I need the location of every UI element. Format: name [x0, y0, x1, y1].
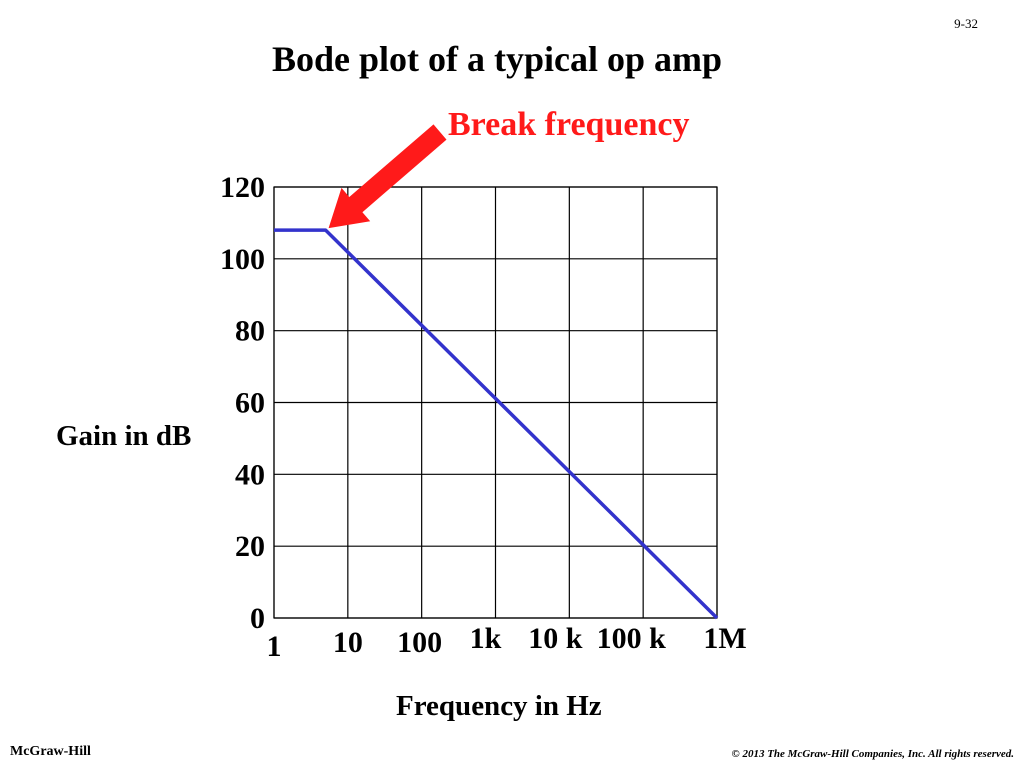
chart-title: Bode plot of a typical op amp — [271, 39, 723, 79]
break-frequency-arrow — [328, 124, 447, 229]
series-layer — [273, 228, 719, 620]
footer-copyright: © 2013 The McGraw-Hill Companies, Inc. A… — [731, 748, 1014, 760]
y-tick-label: 40 — [235, 458, 265, 491]
x-tick-label: 10 — [333, 626, 363, 659]
x-tick-label: 100 k — [597, 622, 667, 655]
slide-number: 9-32 — [954, 16, 978, 31]
y-tick-label: 100 — [220, 243, 265, 276]
y-axis-label: Gain in dB — [56, 420, 192, 452]
y-tick-label: 20 — [235, 530, 265, 563]
x-tick-label: 1k — [470, 622, 502, 655]
x-tick-label: 1 — [267, 630, 282, 663]
grid-layer — [273, 186, 718, 619]
x-tick-label: 100 — [397, 626, 442, 659]
x-tick-label: 1M — [703, 622, 746, 655]
x-tick-label: 10 k — [528, 622, 583, 655]
y-tick-label: 60 — [235, 387, 265, 420]
y-tick-label: 80 — [235, 315, 265, 348]
footer-publisher: McGraw-Hill — [10, 744, 91, 759]
y-tick-label: 0 — [250, 602, 265, 635]
y-tick-label: 120 — [220, 171, 265, 204]
x-axis-label: Frequency in Hz — [396, 690, 602, 722]
break-frequency-annotation: Break frequency — [448, 106, 690, 143]
arrow-layer — [328, 124, 447, 229]
